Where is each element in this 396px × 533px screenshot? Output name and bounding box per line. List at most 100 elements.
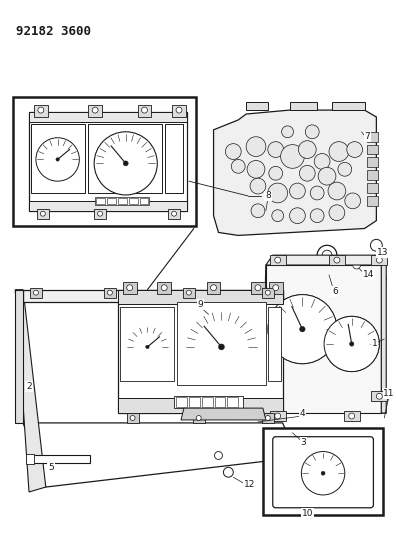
Circle shape [282, 126, 293, 138]
Bar [269, 282, 283, 294]
Circle shape [251, 204, 265, 217]
Circle shape [350, 342, 354, 346]
Polygon shape [246, 102, 268, 110]
Text: 3: 3 [301, 438, 306, 447]
FancyBboxPatch shape [273, 437, 373, 508]
Circle shape [268, 295, 337, 364]
Text: 8: 8 [265, 191, 271, 200]
Circle shape [215, 451, 223, 459]
Bar [227, 397, 238, 407]
Circle shape [196, 416, 201, 421]
Bar [137, 105, 151, 117]
Circle shape [246, 137, 266, 157]
Polygon shape [23, 423, 297, 487]
Circle shape [314, 154, 330, 169]
Circle shape [38, 107, 44, 113]
Circle shape [324, 316, 379, 372]
Circle shape [305, 125, 319, 139]
Circle shape [219, 344, 225, 350]
Circle shape [187, 290, 191, 295]
Polygon shape [263, 265, 386, 413]
Circle shape [349, 413, 355, 419]
Text: 92182 3600: 92182 3600 [16, 25, 91, 38]
Polygon shape [332, 102, 365, 110]
Bar [104, 288, 116, 297]
Bar [262, 413, 274, 423]
Circle shape [310, 209, 324, 223]
Bar [183, 288, 195, 297]
Polygon shape [15, 290, 46, 492]
Text: 13: 13 [377, 248, 388, 257]
Circle shape [289, 183, 305, 199]
Polygon shape [29, 112, 187, 211]
Circle shape [334, 257, 340, 263]
Circle shape [321, 471, 325, 475]
Circle shape [289, 208, 305, 223]
Bar [177, 302, 266, 385]
Circle shape [275, 413, 281, 419]
Circle shape [36, 138, 79, 181]
Text: 6: 6 [332, 287, 338, 296]
Bar [34, 105, 48, 117]
Circle shape [184, 310, 259, 384]
Bar [176, 397, 187, 407]
Polygon shape [266, 255, 386, 265]
Bar [367, 132, 378, 142]
Text: 2: 2 [26, 382, 32, 391]
Bar [96, 198, 105, 204]
Bar [165, 124, 183, 193]
Bar [270, 255, 286, 265]
Circle shape [281, 144, 305, 168]
Circle shape [370, 239, 382, 251]
Bar [26, 455, 34, 464]
Polygon shape [23, 290, 283, 302]
Bar [174, 396, 243, 408]
Bar [88, 124, 162, 193]
Bar [127, 413, 139, 423]
Text: 5: 5 [48, 463, 53, 472]
Circle shape [265, 416, 270, 421]
Polygon shape [29, 201, 187, 211]
Bar [262, 288, 274, 297]
Circle shape [349, 257, 365, 273]
Circle shape [255, 285, 261, 290]
Bar [95, 197, 149, 205]
Bar [207, 282, 221, 294]
Circle shape [338, 163, 352, 176]
Circle shape [231, 159, 245, 173]
Circle shape [310, 186, 324, 200]
Circle shape [33, 290, 38, 295]
Polygon shape [266, 265, 381, 413]
Circle shape [176, 107, 182, 113]
Bar [88, 105, 102, 117]
Polygon shape [118, 290, 283, 304]
Text: 9: 9 [198, 300, 204, 309]
Circle shape [146, 345, 149, 349]
Circle shape [225, 144, 241, 159]
Polygon shape [289, 102, 317, 110]
Bar [251, 282, 265, 294]
Circle shape [107, 290, 112, 295]
Bar [329, 255, 345, 265]
Circle shape [161, 285, 167, 290]
Bar [367, 170, 378, 180]
Bar [107, 198, 116, 204]
Bar [263, 428, 383, 515]
Bar [202, 397, 213, 407]
Bar [157, 282, 171, 294]
Bar [31, 124, 85, 193]
Circle shape [247, 160, 265, 178]
Bar [118, 198, 127, 204]
Circle shape [269, 166, 283, 180]
Circle shape [223, 467, 233, 477]
Polygon shape [29, 112, 187, 122]
Bar [270, 411, 286, 421]
Bar [189, 397, 200, 407]
Text: 14: 14 [363, 270, 374, 279]
Circle shape [250, 178, 266, 194]
Circle shape [275, 257, 281, 263]
Circle shape [123, 161, 128, 166]
Polygon shape [118, 290, 283, 413]
Bar [215, 397, 225, 407]
Bar [31, 456, 90, 463]
